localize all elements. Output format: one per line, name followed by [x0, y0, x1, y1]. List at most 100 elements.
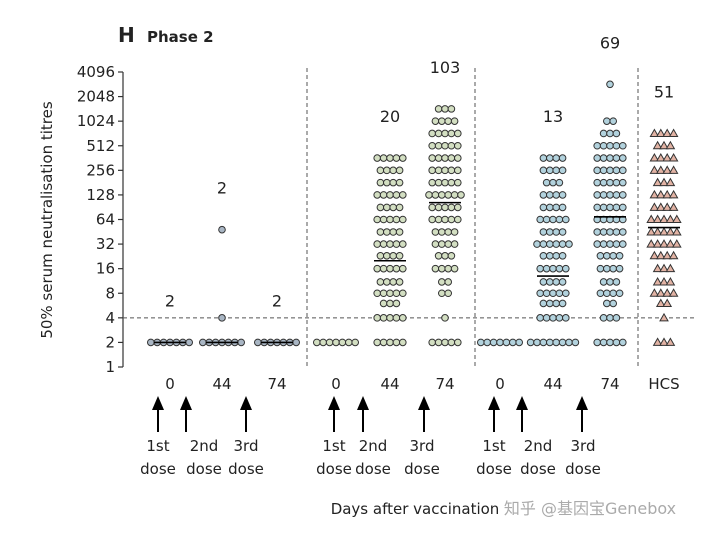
point [606, 338, 614, 347]
point [447, 338, 456, 347]
point [454, 154, 462, 162]
point [438, 240, 446, 248]
point [546, 166, 554, 175]
point [606, 80, 614, 89]
point [612, 178, 621, 187]
point [671, 226, 682, 236]
point [428, 129, 437, 138]
point [606, 178, 614, 187]
point [483, 338, 492, 347]
arrow-head [152, 396, 164, 410]
point [615, 264, 624, 273]
point [555, 215, 564, 224]
point [558, 203, 567, 212]
chart-title: Phase 2 [147, 28, 214, 46]
y-tick-label: 256 [86, 161, 115, 179]
point [431, 240, 440, 248]
point [659, 337, 669, 346]
point [668, 202, 679, 211]
point [399, 289, 407, 298]
point [434, 178, 443, 187]
point [425, 191, 433, 199]
y-tick-label: 1 [105, 358, 115, 376]
point [552, 154, 561, 162]
point [665, 214, 676, 223]
dose-label: 3rd [234, 437, 259, 455]
point [253, 338, 262, 347]
arrow-head [418, 396, 430, 410]
point [599, 191, 608, 199]
point [450, 240, 459, 248]
point [565, 240, 573, 248]
point [655, 288, 666, 297]
point [399, 215, 407, 224]
point [379, 314, 388, 322]
point [438, 278, 446, 286]
x-tick-label: 0 [165, 375, 175, 393]
point [593, 191, 602, 199]
dose-arrows: 1st dose 2nd dose 3rd dose 1st dose 2nd dose 3rd do… [140, 396, 601, 478]
point [662, 288, 673, 297]
point [612, 278, 621, 286]
point [399, 338, 407, 347]
point [612, 240, 621, 248]
point [612, 129, 621, 138]
y-axis-label: 50% serum neutralisation titres [38, 101, 56, 339]
point [536, 215, 545, 224]
point [649, 153, 660, 162]
point [652, 177, 663, 187]
point [428, 178, 437, 187]
point [441, 338, 449, 347]
point [615, 251, 624, 260]
point [539, 191, 548, 199]
point [562, 264, 570, 273]
point [526, 338, 535, 347]
point [593, 154, 602, 162]
point [444, 278, 453, 286]
point [386, 264, 394, 273]
point [665, 177, 676, 187]
point [603, 251, 611, 260]
point [536, 314, 545, 322]
point [376, 278, 385, 286]
point [546, 191, 554, 199]
point [649, 165, 660, 174]
point [609, 299, 618, 308]
point [558, 338, 567, 347]
gmt-label: 2 [165, 291, 175, 310]
point [668, 288, 679, 297]
point [606, 141, 614, 150]
point [552, 278, 561, 286]
point [438, 264, 446, 273]
point [659, 276, 669, 286]
dose-label: 2nd [190, 437, 219, 455]
point [389, 178, 398, 187]
point [539, 278, 548, 286]
point [655, 165, 666, 174]
point [655, 250, 666, 260]
point [434, 141, 443, 150]
x-tick-label: 0 [495, 375, 505, 393]
point [662, 189, 673, 199]
point [395, 178, 404, 187]
point [218, 314, 226, 322]
point [386, 191, 394, 199]
point [383, 166, 391, 175]
point [450, 191, 459, 199]
point [609, 289, 618, 298]
point [652, 276, 663, 286]
point [454, 141, 462, 150]
point [444, 228, 453, 236]
dose-label: dose [316, 460, 352, 478]
point [612, 203, 621, 212]
dose-label: dose [520, 460, 556, 478]
point [441, 141, 449, 150]
point [373, 240, 382, 248]
gmt-label: 69 [600, 33, 620, 52]
point [619, 154, 627, 162]
point [665, 140, 676, 150]
point [652, 226, 663, 236]
point [552, 166, 561, 175]
point [549, 215, 557, 224]
dose-label: 1st [322, 437, 345, 455]
